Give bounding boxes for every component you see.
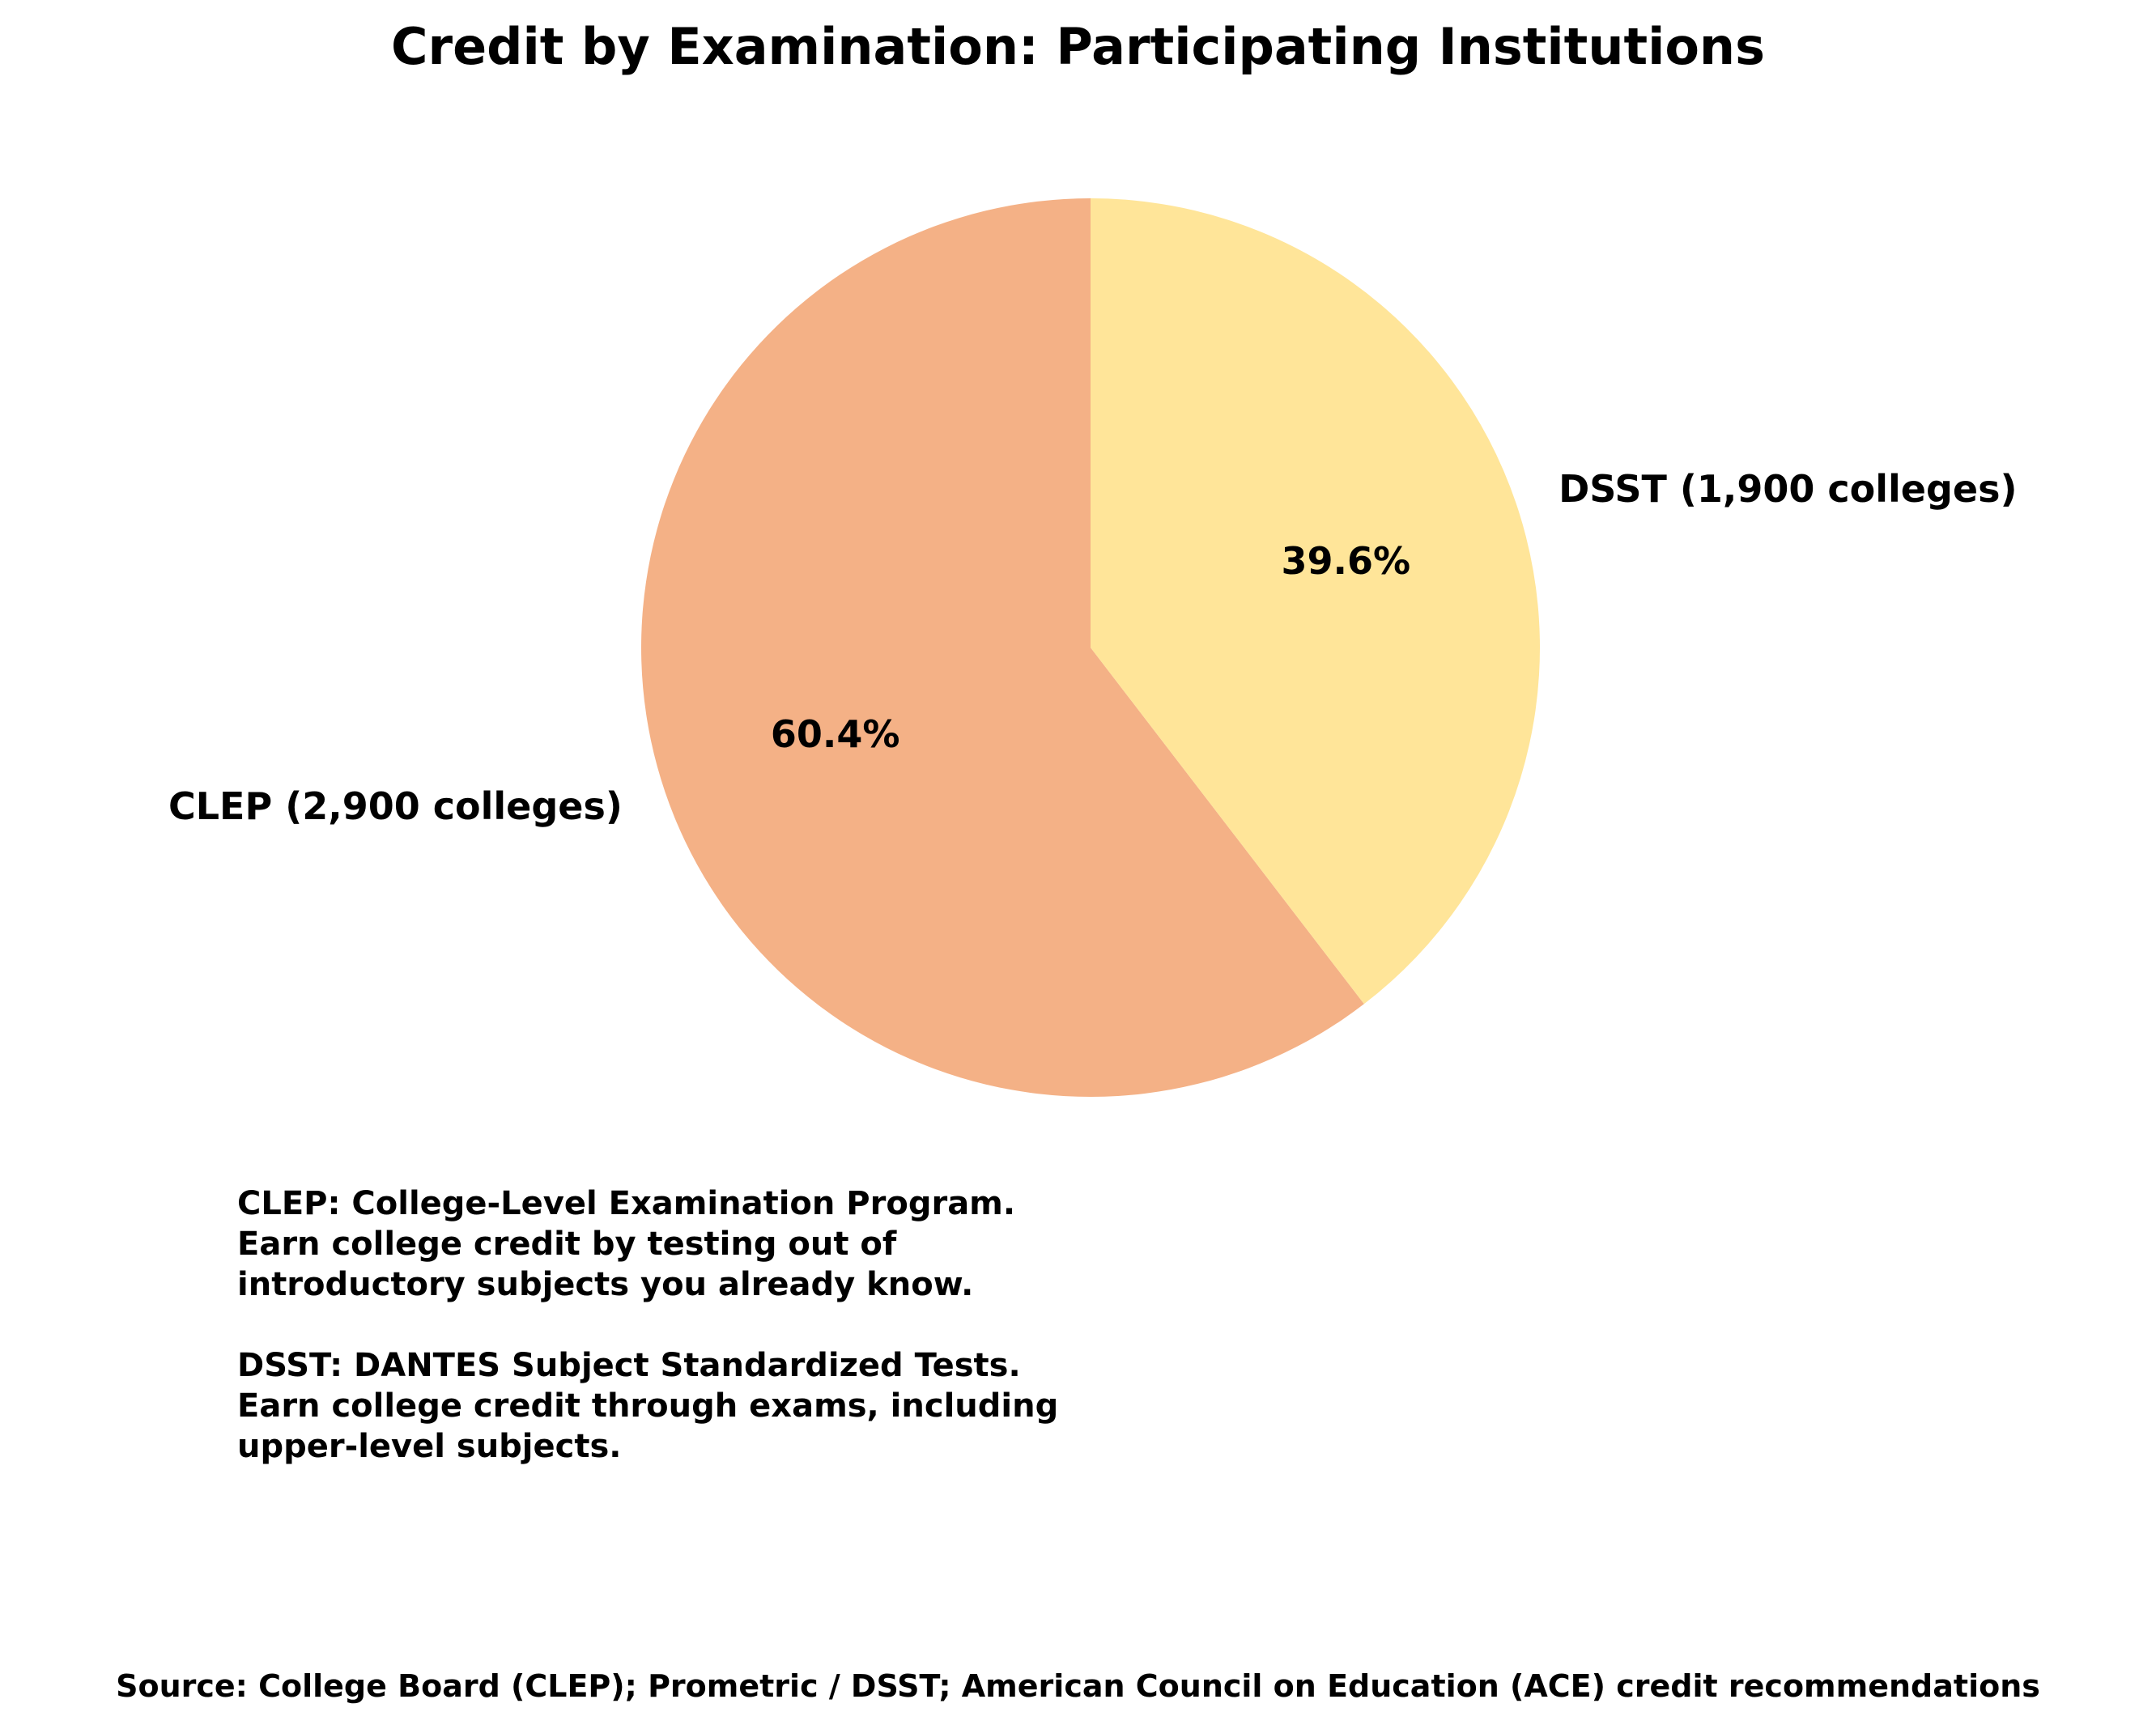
- slice-label-dsst: DSST (1,900 colleges): [1559, 467, 2017, 511]
- note-spacer: [237, 1305, 1058, 1345]
- notes-panel: CLEP: College-Level Examination Program.…: [237, 1183, 1058, 1467]
- slice-label-clep: CLEP (2,900 colleges): [168, 784, 623, 828]
- slice-percent-dsst: 39.6%: [1282, 539, 1411, 583]
- source-note: Source: College Board (CLEP); Prometric …: [116, 1668, 2040, 1704]
- chart-title: Credit by Examination: Participating Ins…: [391, 17, 1765, 76]
- pie-slice-dsst: [1091, 198, 1541, 1005]
- pie-chart: CLEP (2,900 colleges) DSST (1,900 colleg…: [168, 198, 2018, 1097]
- slice-percent-clep: 60.4%: [771, 712, 900, 756]
- note-clep: CLEP: College-Level Examination Program.…: [237, 1185, 1016, 1303]
- pie-slice-clep: [641, 198, 1364, 1097]
- note-dsst: DSST: DANTES Subject Standardized Tests.…: [237, 1347, 1059, 1465]
